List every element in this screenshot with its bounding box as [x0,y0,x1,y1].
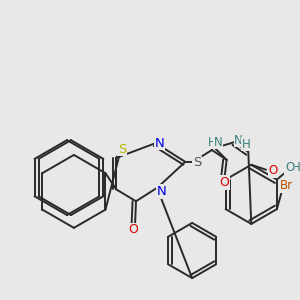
Text: O: O [220,176,230,189]
Text: O: O [285,161,294,174]
Text: N: N [213,136,222,148]
Text: Br: Br [280,179,293,192]
Text: N: N [157,185,166,198]
Text: H: H [292,161,300,174]
Text: O: O [128,223,138,236]
Text: N: N [234,134,243,147]
Text: H: H [208,136,216,148]
Text: S: S [118,142,126,155]
Text: N: N [155,136,164,150]
Text: S: S [193,156,201,169]
Text: O: O [268,164,278,177]
Text: H: H [242,138,251,151]
